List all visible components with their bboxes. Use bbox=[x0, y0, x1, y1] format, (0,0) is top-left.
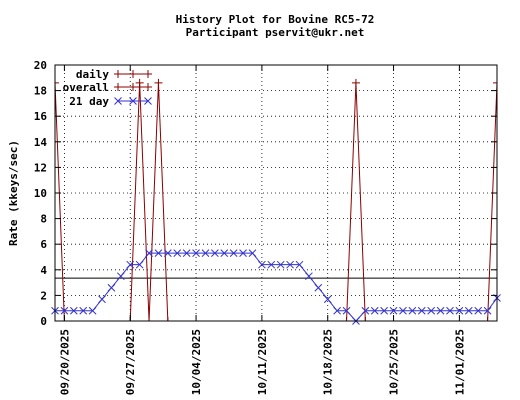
daily-point bbox=[163, 317, 172, 321]
y-axis-ticks: 0 2 4 6 8 10 12 14 16 18 20 bbox=[34, 59, 497, 328]
y-axis-label: Rate (kkeys/sec) bbox=[7, 140, 20, 246]
y-tick-label: 2 bbox=[40, 289, 47, 302]
daily-point bbox=[154, 78, 163, 87]
21-day-point bbox=[126, 260, 135, 269]
x-tick-label: 09/20/2025 bbox=[58, 329, 71, 395]
21-day-point bbox=[258, 260, 266, 269]
21-day-point bbox=[455, 306, 464, 315]
21-day-point bbox=[408, 306, 417, 315]
daily-point bbox=[135, 78, 144, 87]
legend-swatch-marker bbox=[114, 97, 122, 105]
21-day-point bbox=[389, 306, 398, 315]
21-day-point bbox=[239, 249, 247, 258]
x-tick-label: 09/27/2025 bbox=[124, 329, 137, 395]
21-day-point bbox=[201, 249, 210, 258]
daily-line bbox=[55, 82, 497, 321]
21-day-point bbox=[229, 249, 238, 258]
21-day-point bbox=[107, 283, 116, 292]
chart-title: History Plot for Bovine RC5-72 bbox=[176, 13, 375, 26]
x-tick-label: 10/04/2025 bbox=[190, 329, 203, 395]
21-day-point bbox=[69, 306, 78, 315]
21-day-point bbox=[427, 306, 436, 315]
y-tick-label: 0 bbox=[40, 315, 47, 328]
21-day-point bbox=[276, 260, 285, 269]
grid-lines bbox=[55, 65, 497, 321]
21-day-point bbox=[98, 295, 106, 304]
21-day-point bbox=[370, 306, 379, 315]
21-day-point bbox=[220, 249, 229, 258]
21-day-point bbox=[79, 306, 88, 315]
chart-subtitle: Participant pservit@ukr.net bbox=[186, 26, 365, 39]
legend-swatch-marker bbox=[144, 83, 152, 91]
21-day-point bbox=[464, 306, 473, 315]
21-day-point bbox=[342, 306, 351, 315]
legend-swatch-marker bbox=[129, 83, 137, 91]
y-tick-label: 12 bbox=[34, 161, 47, 174]
daily-point bbox=[493, 78, 497, 87]
y-tick-label: 16 bbox=[34, 110, 48, 123]
legend-swatch-marker bbox=[114, 83, 122, 91]
21-day-point bbox=[446, 306, 454, 315]
y-tick-label: 4 bbox=[40, 264, 47, 277]
daily-point bbox=[483, 317, 492, 321]
daily-point bbox=[361, 317, 370, 321]
y-tick-label: 6 bbox=[40, 238, 47, 251]
21-day-point bbox=[417, 306, 426, 315]
21-day-point bbox=[267, 260, 276, 269]
legend-swatch-marker bbox=[114, 70, 122, 78]
legend-label: 21 day bbox=[69, 95, 109, 108]
21-day-point bbox=[154, 249, 163, 258]
21-day-point bbox=[380, 306, 389, 315]
21-day-point bbox=[173, 249, 182, 258]
21-day-point bbox=[436, 306, 445, 315]
21-day-point bbox=[116, 272, 125, 281]
legend-swatch-marker bbox=[144, 70, 152, 78]
x-axis-ticks: 09/20/2025 09/27/2025 10/04/2025 10/11/2025… bbox=[58, 65, 466, 395]
daily-series bbox=[55, 78, 497, 321]
21-day-point bbox=[60, 306, 69, 315]
21-day-point bbox=[211, 249, 219, 258]
legend-swatch-marker bbox=[129, 97, 137, 105]
21-day-point bbox=[295, 260, 304, 269]
21-day-point bbox=[88, 306, 97, 315]
21-day-point bbox=[182, 249, 191, 258]
21-day-series bbox=[51, 249, 501, 325]
y-tick-label: 14 bbox=[34, 136, 48, 149]
daily-point bbox=[351, 78, 360, 87]
y-tick-label: 10 bbox=[34, 187, 47, 200]
21-day-point bbox=[483, 306, 492, 315]
x-tick-label: 10/25/2025 bbox=[388, 329, 401, 395]
21-day-point bbox=[192, 249, 200, 258]
21-day-point bbox=[314, 283, 323, 292]
21-day-point bbox=[163, 249, 172, 258]
daily-point bbox=[145, 317, 154, 321]
y-tick-label: 20 bbox=[34, 59, 47, 72]
21-day-point bbox=[305, 272, 313, 281]
legend-label: overall bbox=[63, 81, 109, 94]
legend-swatch-marker bbox=[144, 97, 152, 105]
21-day-point bbox=[333, 306, 341, 315]
21-day-point bbox=[474, 306, 483, 315]
x-tick-label: 11/01/2025 bbox=[453, 329, 466, 395]
21-day-point bbox=[135, 260, 144, 269]
y-tick-label: 8 bbox=[40, 213, 47, 226]
x-tick-label: 10/18/2025 bbox=[322, 329, 335, 395]
21-day-point bbox=[248, 249, 257, 258]
daily-point bbox=[55, 78, 59, 87]
21-day-point bbox=[145, 249, 153, 258]
21-day-point bbox=[286, 260, 294, 269]
21-day-point bbox=[361, 306, 370, 315]
legend-swatch-marker bbox=[129, 70, 137, 78]
21-day-point bbox=[399, 306, 407, 315]
daily-point bbox=[342, 317, 351, 321]
y-tick-label: 18 bbox=[34, 85, 47, 98]
x-tick-label: 10/11/2025 bbox=[256, 329, 269, 395]
21-day-point bbox=[323, 295, 332, 304]
legend-label: daily bbox=[76, 68, 109, 81]
